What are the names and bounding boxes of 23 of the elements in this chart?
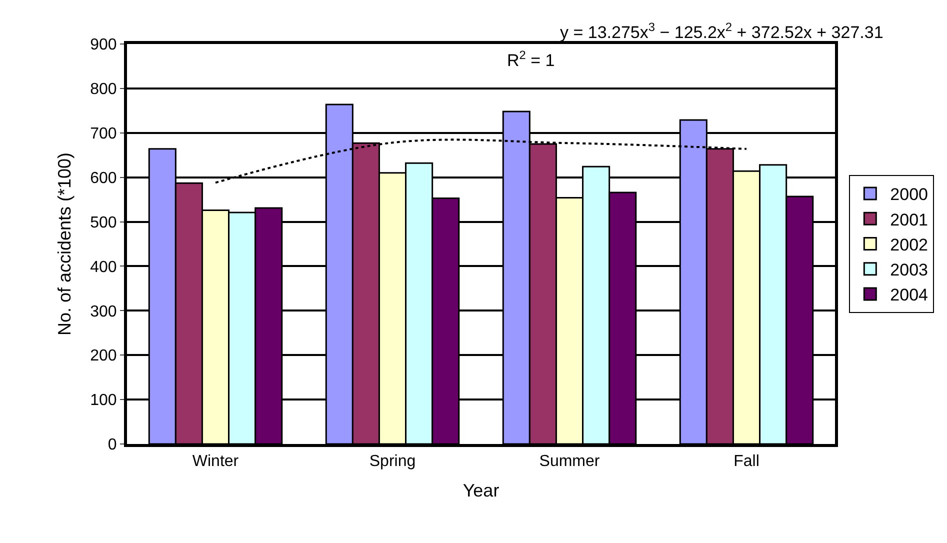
x-tick-label: Summer <box>539 453 600 470</box>
x-axis-title: Year <box>462 480 500 500</box>
text: y = 13.275x$^{3}$ − 125.2x$^{2}$ + 372.52x + 327.31 <box>560 20 884 42</box>
y-tick-label: 100 <box>90 392 117 410</box>
y-tick-label: 200 <box>90 348 117 365</box>
x-tick-label: Fall <box>734 453 760 470</box>
y-tick-label: 600 <box>90 170 117 187</box>
y-tick-label: 300 <box>90 303 117 320</box>
y-axis-title: No. of accidents (*100) <box>54 152 74 336</box>
legend-label: 2000 <box>890 185 928 204</box>
legend-label: 2002 <box>890 235 928 254</box>
y-tick-label: 500 <box>90 214 117 232</box>
legend-label: 2003 <box>890 260 928 280</box>
legend-label: 2001 <box>890 210 928 230</box>
y-tick-label: 0 <box>108 436 117 454</box>
x-tick-label: Winter <box>192 453 240 470</box>
x-tick-label: Spring <box>369 453 416 470</box>
y-tick-label: 700 <box>90 125 117 142</box>
legend-label: 2004 <box>890 286 928 305</box>
y-tick-label: 400 <box>90 258 117 276</box>
y-tick-label: 800 <box>90 81 117 98</box>
annotation: R$^{2}$ = 1 <box>507 48 555 70</box>
y-tick-label: 900 <box>90 36 117 54</box>
